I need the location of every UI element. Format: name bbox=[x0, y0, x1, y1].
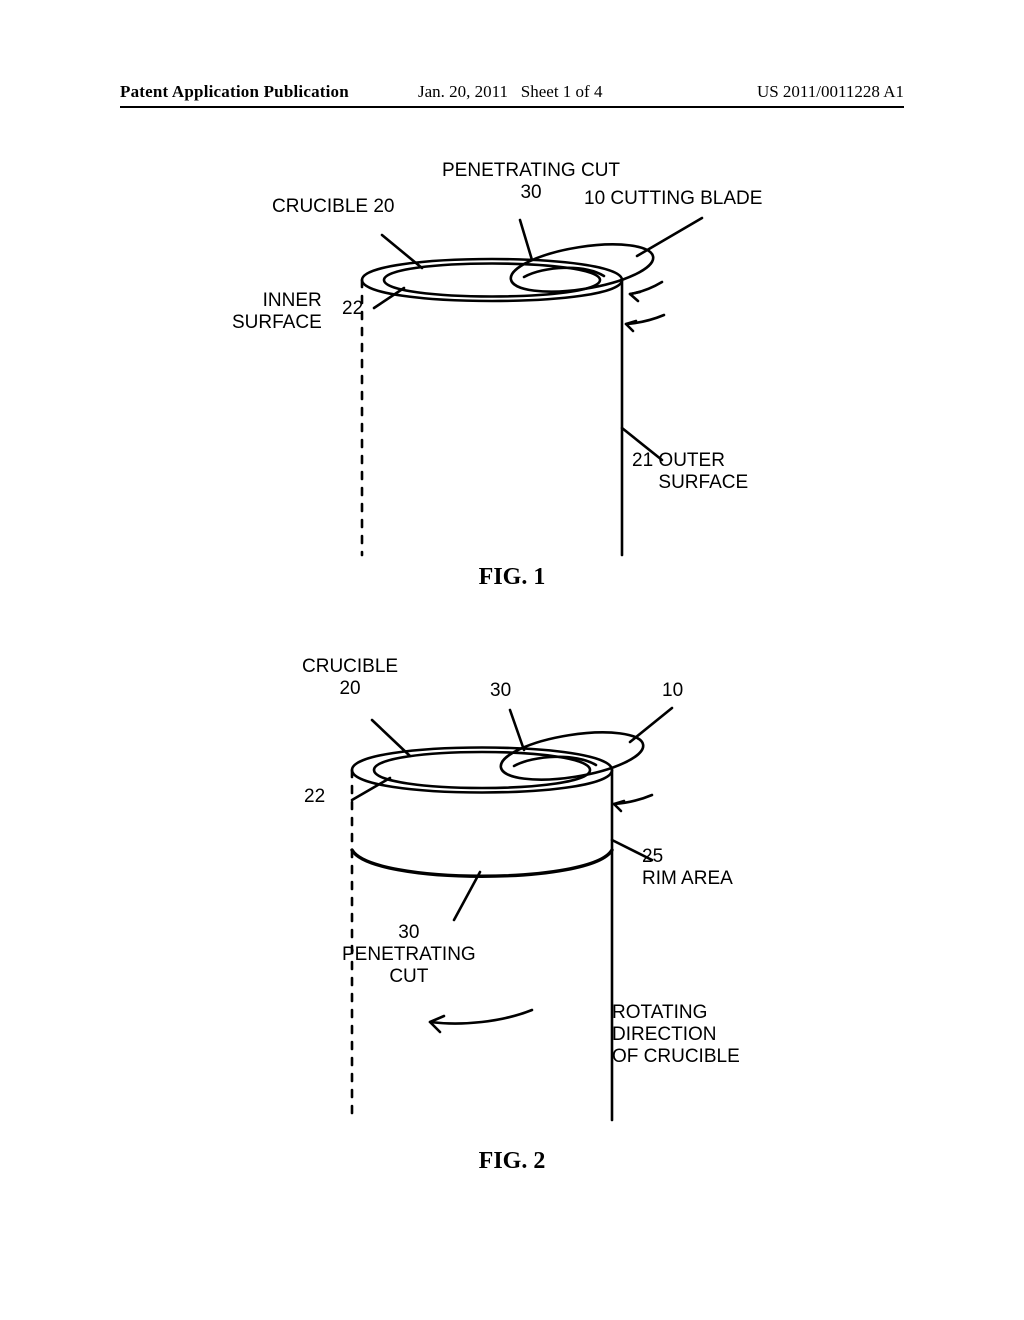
label-rotating-direction: ROTATING DIRECTION OF CRUCIBLE bbox=[612, 1002, 740, 1068]
page-header: Patent Application Publication Jan. 20, … bbox=[0, 82, 1024, 110]
label-outer-surface-21: 21 OUTER SURFACE bbox=[632, 450, 748, 494]
label-inner-surface: INNER SURFACE bbox=[232, 290, 322, 334]
header-date: Jan. 20, 2011 bbox=[418, 82, 508, 101]
label-22-f2: 22 bbox=[304, 786, 325, 808]
header-mid: Jan. 20, 2011 Sheet 1 of 4 bbox=[418, 82, 602, 102]
header-rule bbox=[120, 106, 904, 108]
figure-1-caption: FIG. 1 bbox=[232, 564, 792, 591]
figure-2-caption: FIG. 2 bbox=[232, 1148, 792, 1175]
figure-2-svg bbox=[232, 650, 792, 1150]
label-rim-area-25: 25 RIM AREA bbox=[642, 846, 733, 890]
header-left: Patent Application Publication bbox=[120, 82, 349, 102]
header-right: US 2011/0011228 A1 bbox=[757, 82, 904, 102]
label-30-top-f2: 30 bbox=[490, 680, 511, 702]
label-cutting-blade-10: 10 CUTTING BLADE bbox=[584, 188, 762, 210]
page: Patent Application Publication Jan. 20, … bbox=[0, 0, 1024, 1320]
label-penetrating-cut-30-f2: 30 PENETRATING CUT bbox=[342, 922, 476, 988]
label-10-f2: 10 bbox=[662, 680, 683, 702]
label-inner-surface-num: 22 bbox=[342, 298, 363, 320]
header-sheet: Sheet 1 of 4 bbox=[521, 82, 603, 101]
figure-1: CRUCIBLE 20 PENETRATING CUT 30 10 CUTTIN… bbox=[232, 160, 792, 600]
label-crucible-20-f2: CRUCIBLE 20 bbox=[302, 656, 398, 700]
figure-2: CRUCIBLE 20 30 10 22 25 RIM AREA 30 PENE… bbox=[232, 650, 792, 1190]
figure-1-svg bbox=[232, 160, 792, 560]
label-crucible-20: CRUCIBLE 20 bbox=[272, 196, 395, 218]
